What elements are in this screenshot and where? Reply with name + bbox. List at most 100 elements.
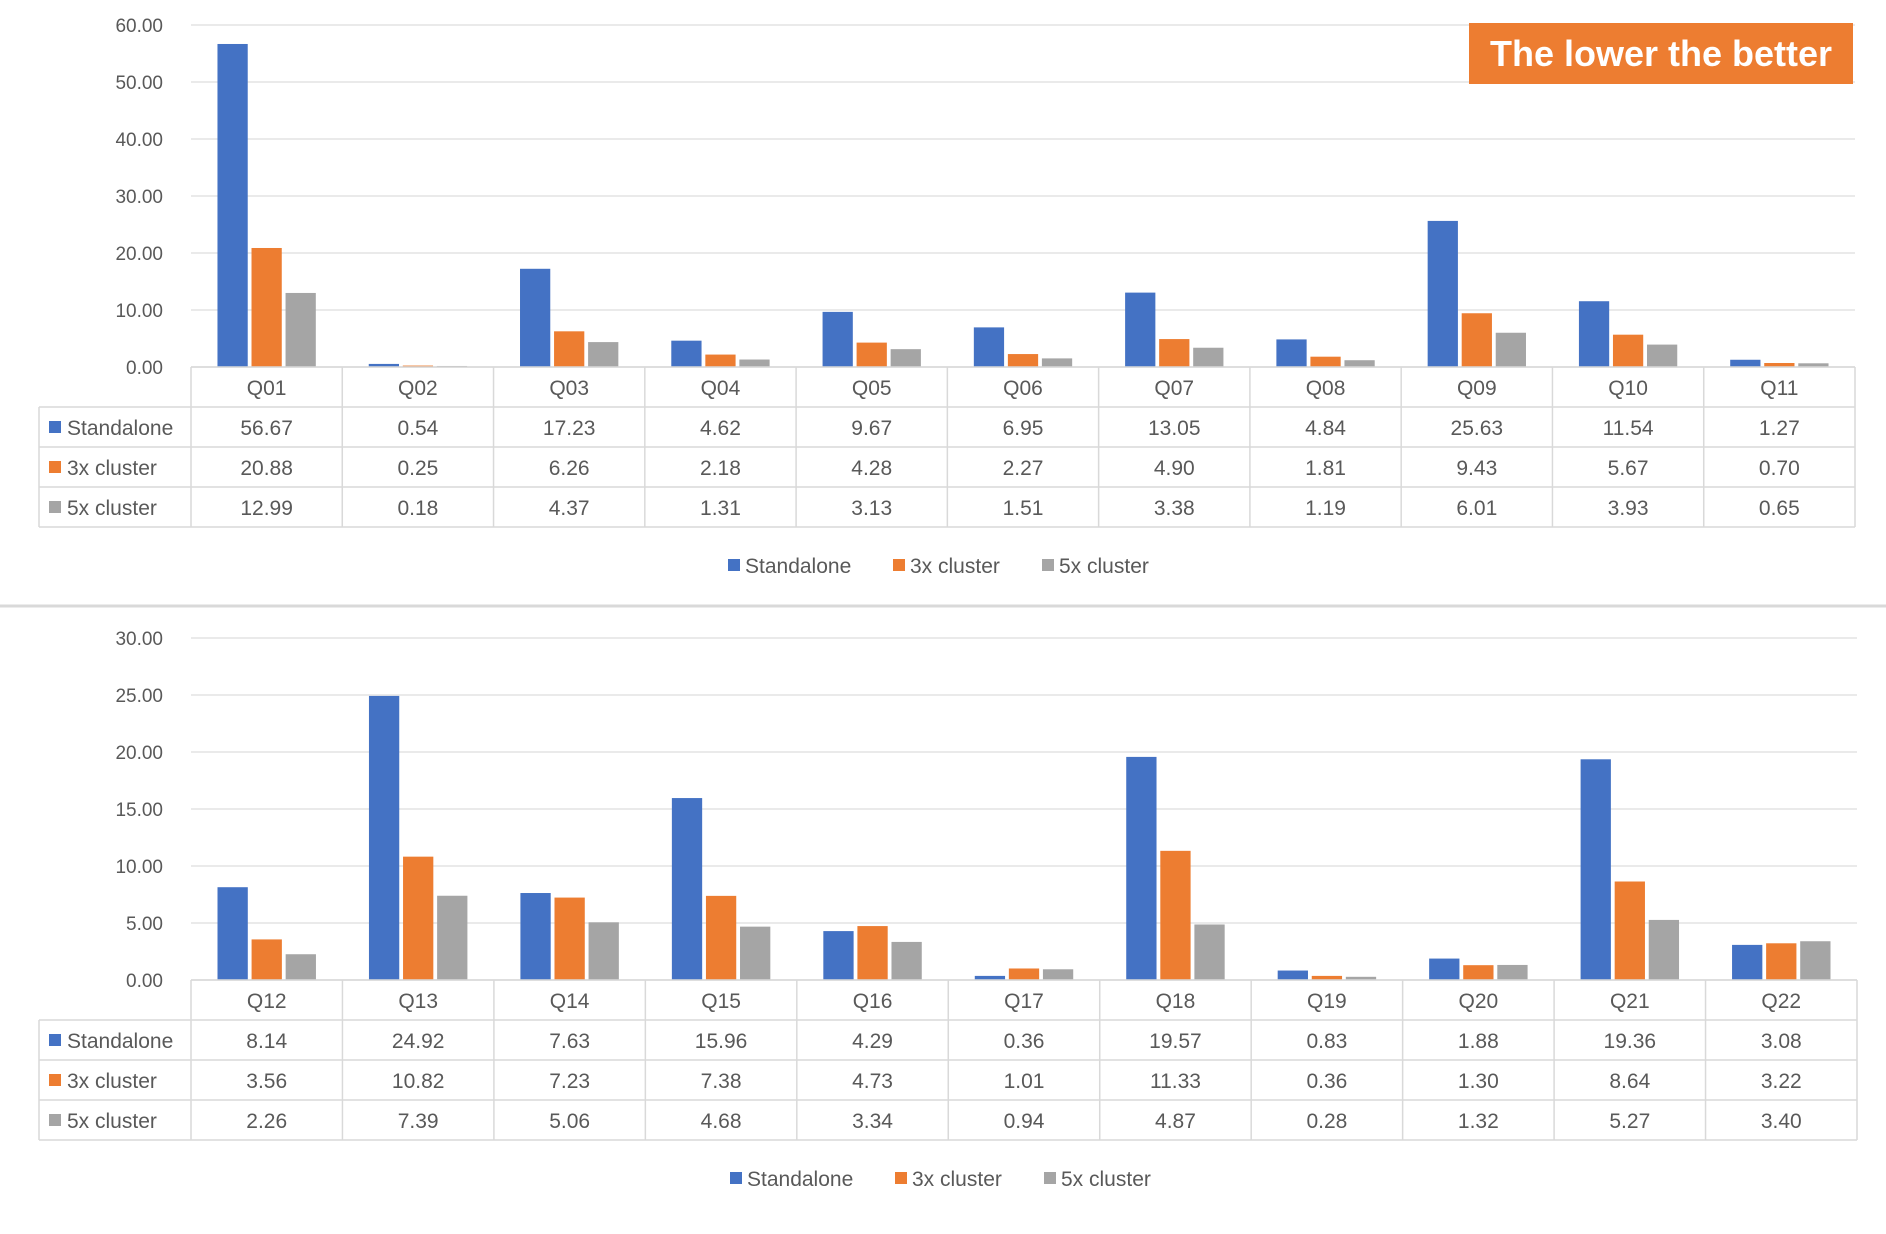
bar-5x-cluster-q12 — [285, 954, 316, 980]
table-cell-value: 3.56 — [246, 1070, 287, 1093]
bar-standalone-q12 — [217, 887, 248, 980]
table-cell-value: 8.64 — [1609, 1070, 1650, 1093]
y-tick-label: 25.00 — [115, 686, 163, 707]
table-cell-value: 0.65 — [1759, 497, 1800, 520]
y-tick-label: 0.00 — [126, 358, 163, 379]
bar-5x-cluster-q07 — [1193, 347, 1224, 367]
table-cell-value: 8.14 — [246, 1030, 287, 1053]
bar-5x-cluster-q09 — [1495, 332, 1526, 367]
row-legend-key — [49, 421, 61, 433]
bar-standalone-q03 — [520, 268, 551, 367]
table-cell-value: 19.36 — [1604, 1030, 1657, 1053]
y-tick-label: 30.00 — [115, 629, 163, 650]
bar-3x-cluster-q17 — [1008, 968, 1040, 980]
table-cell-value: 3.34 — [852, 1110, 893, 1133]
table-cell-value: 4.84 — [1305, 417, 1346, 440]
table-cell-value: 1.30 — [1458, 1070, 1499, 1093]
bar-standalone-q21 — [1580, 759, 1611, 980]
table-cell-value: 11.33 — [1150, 1070, 1201, 1093]
table-cell-value: 2.18 — [700, 457, 741, 480]
category-label: Q16 — [853, 990, 893, 1013]
table-cell-value: 1.19 — [1305, 497, 1346, 520]
y-tick-label: 0.00 — [126, 971, 163, 992]
table-cell-value: 0.28 — [1306, 1110, 1347, 1133]
bar-3x-cluster-q06 — [1007, 354, 1039, 367]
table-cell-value: 19.57 — [1149, 1030, 1202, 1053]
bar-5x-cluster-q15 — [740, 926, 771, 980]
bar-3x-cluster-q18 — [1160, 850, 1191, 980]
row-series-label: Standalone — [67, 417, 173, 440]
bar-3x-cluster-q07 — [1159, 339, 1190, 367]
table-cell-value: 5.27 — [1609, 1110, 1650, 1133]
table-cell-value: 0.70 — [1759, 457, 1800, 480]
bar-standalone-q10 — [1578, 301, 1610, 367]
table-cell-value: 4.90 — [1154, 457, 1195, 480]
bar-5x-cluster-q19 — [1345, 976, 1377, 980]
bar-3x-cluster-q12 — [251, 939, 282, 980]
table-cell-value: 4.87 — [1155, 1110, 1196, 1133]
bar-5x-cluster-q17 — [1042, 969, 1074, 980]
row-legend-key — [49, 501, 61, 513]
table-cell-value: 0.25 — [397, 457, 438, 480]
bar-5x-cluster-q16 — [891, 941, 922, 980]
bar-standalone-q08 — [1276, 339, 1307, 367]
y-tick-label: 30.00 — [115, 187, 163, 208]
category-label: Q09 — [1457, 377, 1497, 400]
category-label: Q04 — [701, 377, 741, 400]
chart-2: 0.00 5.00 10.00 15.00 20.00 25.00 30.00 Q12 Q13 Q… — [38, 629, 1858, 1191]
legend-key — [1042, 559, 1054, 571]
table-cell-value: 15.96 — [695, 1030, 748, 1053]
bar-5x-cluster-q08 — [1344, 360, 1375, 367]
y-tick-label: 20.00 — [115, 244, 163, 265]
legend-key — [1044, 1172, 1056, 1184]
bar-standalone-q18 — [1126, 756, 1157, 980]
row-legend-key — [49, 461, 61, 473]
table-cell-value: 11.54 — [1603, 417, 1654, 440]
bar-3x-cluster-q19 — [1311, 975, 1343, 980]
table-cell-value: 4.28 — [851, 457, 892, 480]
category-label: Q12 — [247, 990, 287, 1013]
bar-standalone-q09 — [1427, 220, 1458, 367]
row-series-label: 5x cluster — [67, 497, 157, 520]
row-series-label: 5x cluster — [67, 1110, 157, 1133]
bar-3x-cluster-q10 — [1612, 334, 1644, 367]
bar-3x-cluster-q09 — [1461, 313, 1492, 367]
category-label: Q06 — [1003, 377, 1043, 400]
table-cell-value: 9.43 — [1456, 457, 1497, 480]
bar-standalone-q04 — [671, 340, 702, 367]
legend-label: Standalone — [747, 1168, 853, 1191]
category-label: Q17 — [1004, 990, 1044, 1013]
bar-5x-cluster-q21 — [1648, 919, 1680, 980]
category-label: Q22 — [1761, 990, 1801, 1013]
table-cell-value: 7.23 — [549, 1070, 590, 1093]
table-cell-value: 3.38 — [1154, 497, 1195, 520]
bar-standalone-q16 — [823, 931, 854, 980]
bar-3x-cluster-q21 — [1614, 881, 1645, 980]
bar-standalone-q06 — [973, 327, 1005, 367]
bar-3x-cluster-q03 — [554, 331, 585, 367]
table-cell-value: 6.01 — [1456, 497, 1497, 520]
table-cell-value: 0.94 — [1004, 1110, 1045, 1133]
table-cell-value: 13.05 — [1148, 417, 1201, 440]
bar-3x-cluster-q13 — [403, 856, 434, 980]
table-cell-value: 2.26 — [246, 1110, 287, 1133]
bar-standalone-q14 — [520, 893, 551, 980]
table-cell-value: 4.73 — [852, 1070, 893, 1093]
table-cell-value: 4.62 — [700, 417, 741, 440]
y-tick-label: 15.00 — [115, 800, 163, 821]
table-cell-value: 4.68 — [701, 1110, 742, 1133]
category-label: Q07 — [1154, 377, 1194, 400]
bar-5x-cluster-q20 — [1497, 964, 1528, 980]
chart-1: 0.00 10.00 20.00 30.00 40.00 50.00 60.00 Q01 Q02… — [38, 16, 1856, 578]
table-cell-value: 0.83 — [1306, 1030, 1347, 1053]
bar-standalone-q19 — [1277, 970, 1308, 980]
category-label: Q03 — [549, 377, 589, 400]
bar-5x-cluster-q13 — [437, 895, 468, 980]
table-cell-value: 1.27 — [1759, 417, 1800, 440]
legend-label: Standalone — [745, 555, 851, 578]
table-cell-value: 0.36 — [1306, 1070, 1347, 1093]
table-cell-value: 1.88 — [1458, 1030, 1499, 1053]
table-cell-value: 0.36 — [1004, 1030, 1045, 1053]
row-series-label: Standalone — [67, 1030, 173, 1053]
